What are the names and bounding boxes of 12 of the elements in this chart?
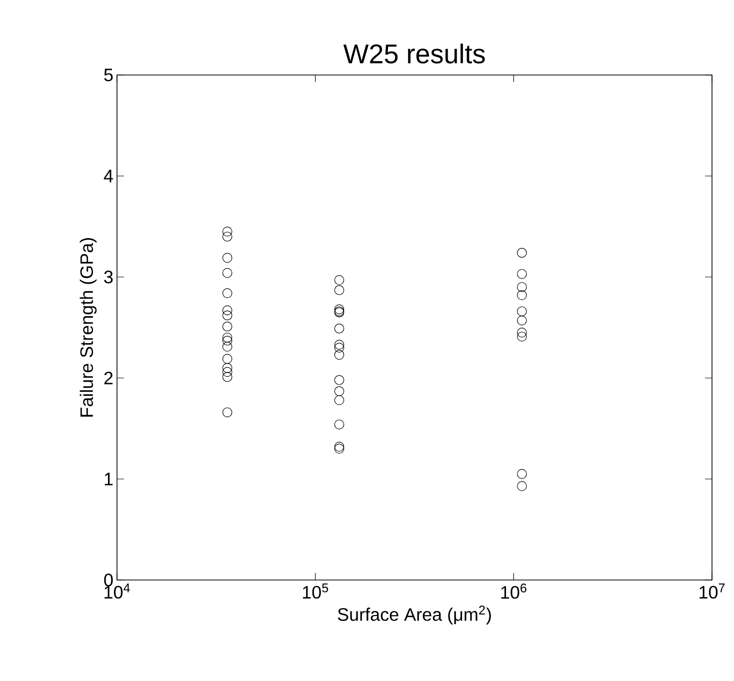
- x-tick-label: 10$^{7}$: [700, 584, 725, 599]
- y-axis-title: Failure Strength (GPa): [80, 238, 97, 417]
- y-tick-label: 4: [104, 170, 113, 182]
- y-tick-label: 2: [104, 372, 113, 384]
- x-axis-title: Surface Area (μm$^{2}$): [338, 606, 491, 624]
- chart-title: W25 results: [343, 44, 485, 64]
- x-tick-label: 10$^{5}$: [302, 584, 328, 599]
- y-tick-label: 5: [104, 68, 113, 82]
- y-tick-label: 1: [104, 472, 113, 486]
- y-tick-label: 0: [104, 574, 113, 586]
- x-tick-label: 10$^{6}$: [501, 584, 526, 599]
- y-tick-label: 3: [104, 270, 113, 284]
